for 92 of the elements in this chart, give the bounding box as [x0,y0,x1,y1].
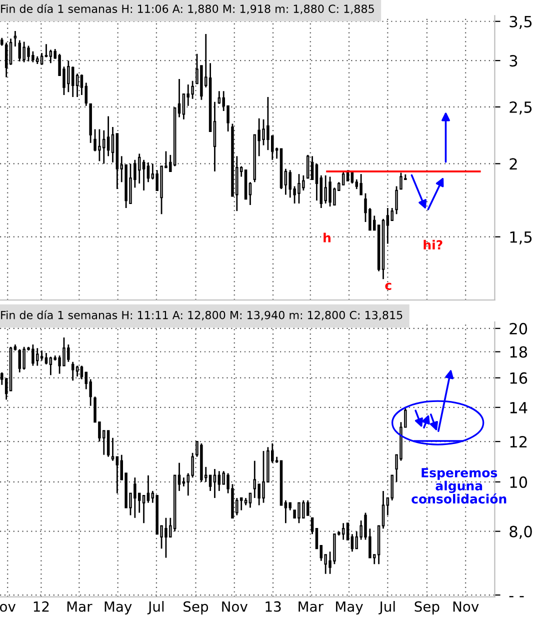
candlestick [218,470,221,492]
candlestick [346,522,350,540]
candlestick [106,116,110,157]
y-tick-label: 10 [510,476,528,488]
y-tick-label: - - [509,596,524,598]
x-tick-label: ov [0,604,16,612]
candlestick [191,452,194,478]
x-tick-label: May [104,601,132,614]
candlestick [315,162,318,202]
chart-title: Fin de día 1 semanas H: 11:11 A: 12,800 M: 13,940 m: 12,800 C: 13,815 [1,310,402,320]
candlestick [71,66,74,98]
x-tick-label: May [336,601,363,614]
y-tick-label: 16 [510,372,528,384]
y-tick-label: 12 [510,436,527,448]
candlestick [76,365,79,378]
candlestick [306,500,310,516]
candlestick [14,30,17,48]
x-tick-label: Jul [378,601,395,614]
candlestick [9,38,12,66]
annotation: hi? [424,240,442,250]
candlestick [71,361,74,382]
candlestick [386,207,390,244]
candlestick [284,168,288,196]
candlestick [18,348,22,374]
candlestick [306,154,310,179]
candlestick [76,72,79,98]
y-tick-label: 8,0 [510,526,532,539]
y-tick-label: 3,5 [510,16,532,29]
candlestick [49,49,52,64]
y-tick-label: 2 [510,158,517,170]
candlestick [208,474,212,492]
candlestick [320,544,323,562]
x-tick-label: Mar [67,601,92,612]
candlestick [84,82,88,107]
annotation: c [385,282,392,290]
candlestick [142,159,146,192]
candlestick [18,40,22,62]
y-tick-label: 3 [510,55,518,67]
x-tick-label: Nov [222,601,248,612]
candlestick [44,43,48,58]
candlestick [253,460,256,499]
candlestick [80,74,84,96]
y-tick-label: 1,5 [510,231,532,244]
x-tick-label: 12 [34,601,49,612]
annotation: h [324,232,330,242]
candlestick [111,437,114,462]
candlestick [116,456,119,494]
candlestick [395,186,398,215]
x-tick-label: Sep [184,601,208,614]
candlestick [142,494,146,524]
candlestick [382,490,385,530]
candlestick [36,347,39,366]
candlestick [111,126,114,164]
x-tick-label: Sep [414,601,440,614]
y-tick-label: 14 [510,402,528,414]
candlestick [40,52,44,66]
candlestick [350,533,354,552]
candlestick [146,162,150,183]
candlestick [40,350,44,362]
y-tick-label: 18 [510,346,528,358]
x-tick-label: Jul [147,601,164,614]
candlestick [350,172,354,184]
candlestick [248,181,252,206]
candlestick [191,80,194,100]
candlestick [310,517,314,535]
candlestick [213,468,216,499]
candlestick [80,365,84,380]
candlestick [360,173,362,196]
candlestick [284,500,288,524]
candlestick [178,78,181,118]
candlestick [310,155,314,180]
annotation: Esperemos alguna consolidación [412,468,506,504]
y-tick-label: 20 [510,322,528,334]
candlestick [138,153,141,184]
candlestick [44,352,48,366]
candlestick [4,42,8,78]
candlestick [186,84,190,107]
candlestick [49,356,52,376]
x-tick-label: 13 [266,601,281,612]
candlestick [240,497,243,511]
candlestick [342,522,345,540]
candlestick [248,492,252,508]
candlestick [4,377,8,400]
candlestick [218,90,221,105]
y-tick-label: 2,5 [510,101,532,115]
chart-title: Fin de día 1 semanas H: 11:06 A: 1,880 M: 1,918 m: 1,880 C: 1,885 [1,4,374,14]
x-tick-label: Mar [298,601,324,612]
candlestick [178,462,181,492]
candlestick [315,528,318,550]
candlestick [182,93,186,120]
candlestick [146,474,150,504]
x-tick-label: Nov [453,601,479,612]
